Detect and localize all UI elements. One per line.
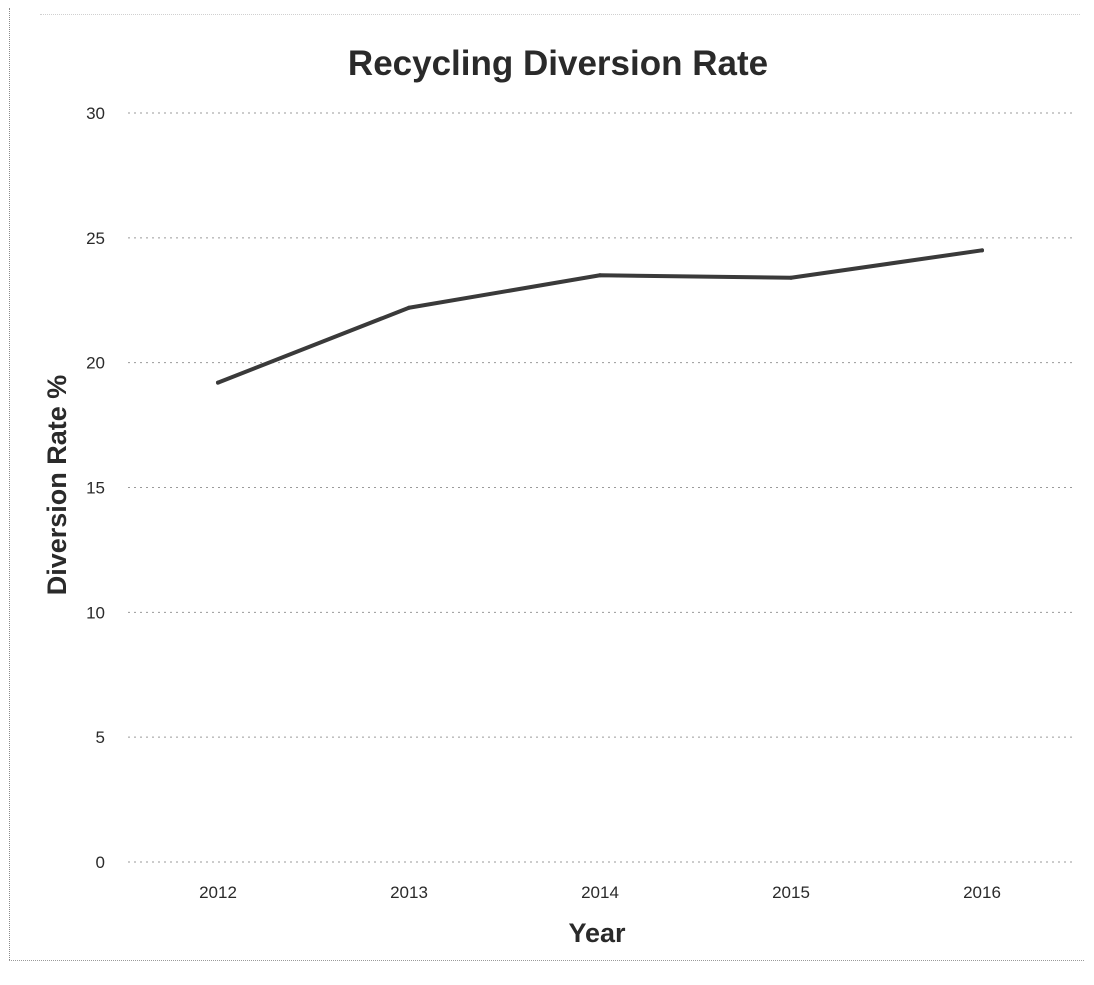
frame-top-border	[40, 14, 1080, 15]
x-tick-label: 2012	[199, 883, 237, 902]
data-point	[598, 273, 602, 278]
chart-title: Recycling Diversion Rate	[348, 44, 768, 83]
y-tick-label: 25	[86, 229, 105, 248]
gridlines	[128, 112, 1076, 863]
y-tick-label: 10	[86, 603, 105, 622]
data-point	[407, 305, 411, 310]
frame-bottom-border	[9, 960, 1084, 961]
x-axis-label: Year	[568, 918, 626, 948]
data-point	[789, 275, 793, 280]
y-tick-label: 20	[86, 354, 105, 373]
x-tick-label: 2016	[963, 883, 1001, 902]
y-tick-label: 5	[96, 728, 105, 747]
y-tick-label: 0	[96, 853, 105, 872]
data-point	[216, 380, 220, 385]
x-axis-ticks: 2012 2013 2014 2015 2016	[199, 883, 1001, 902]
y-tick-label: 30	[86, 104, 105, 123]
series-layer	[216, 248, 984, 385]
x-tick-label: 2015	[772, 883, 810, 902]
data-point	[980, 248, 984, 253]
y-axis-ticks: 0 5 10 15 20 25 30	[86, 104, 105, 872]
x-tick-label: 2013	[390, 883, 428, 902]
frame-left-border	[9, 8, 10, 960]
x-tick-label: 2014	[581, 883, 619, 902]
y-tick-label: 15	[86, 479, 105, 498]
y-axis-label: Diversion Rate %	[42, 375, 72, 596]
